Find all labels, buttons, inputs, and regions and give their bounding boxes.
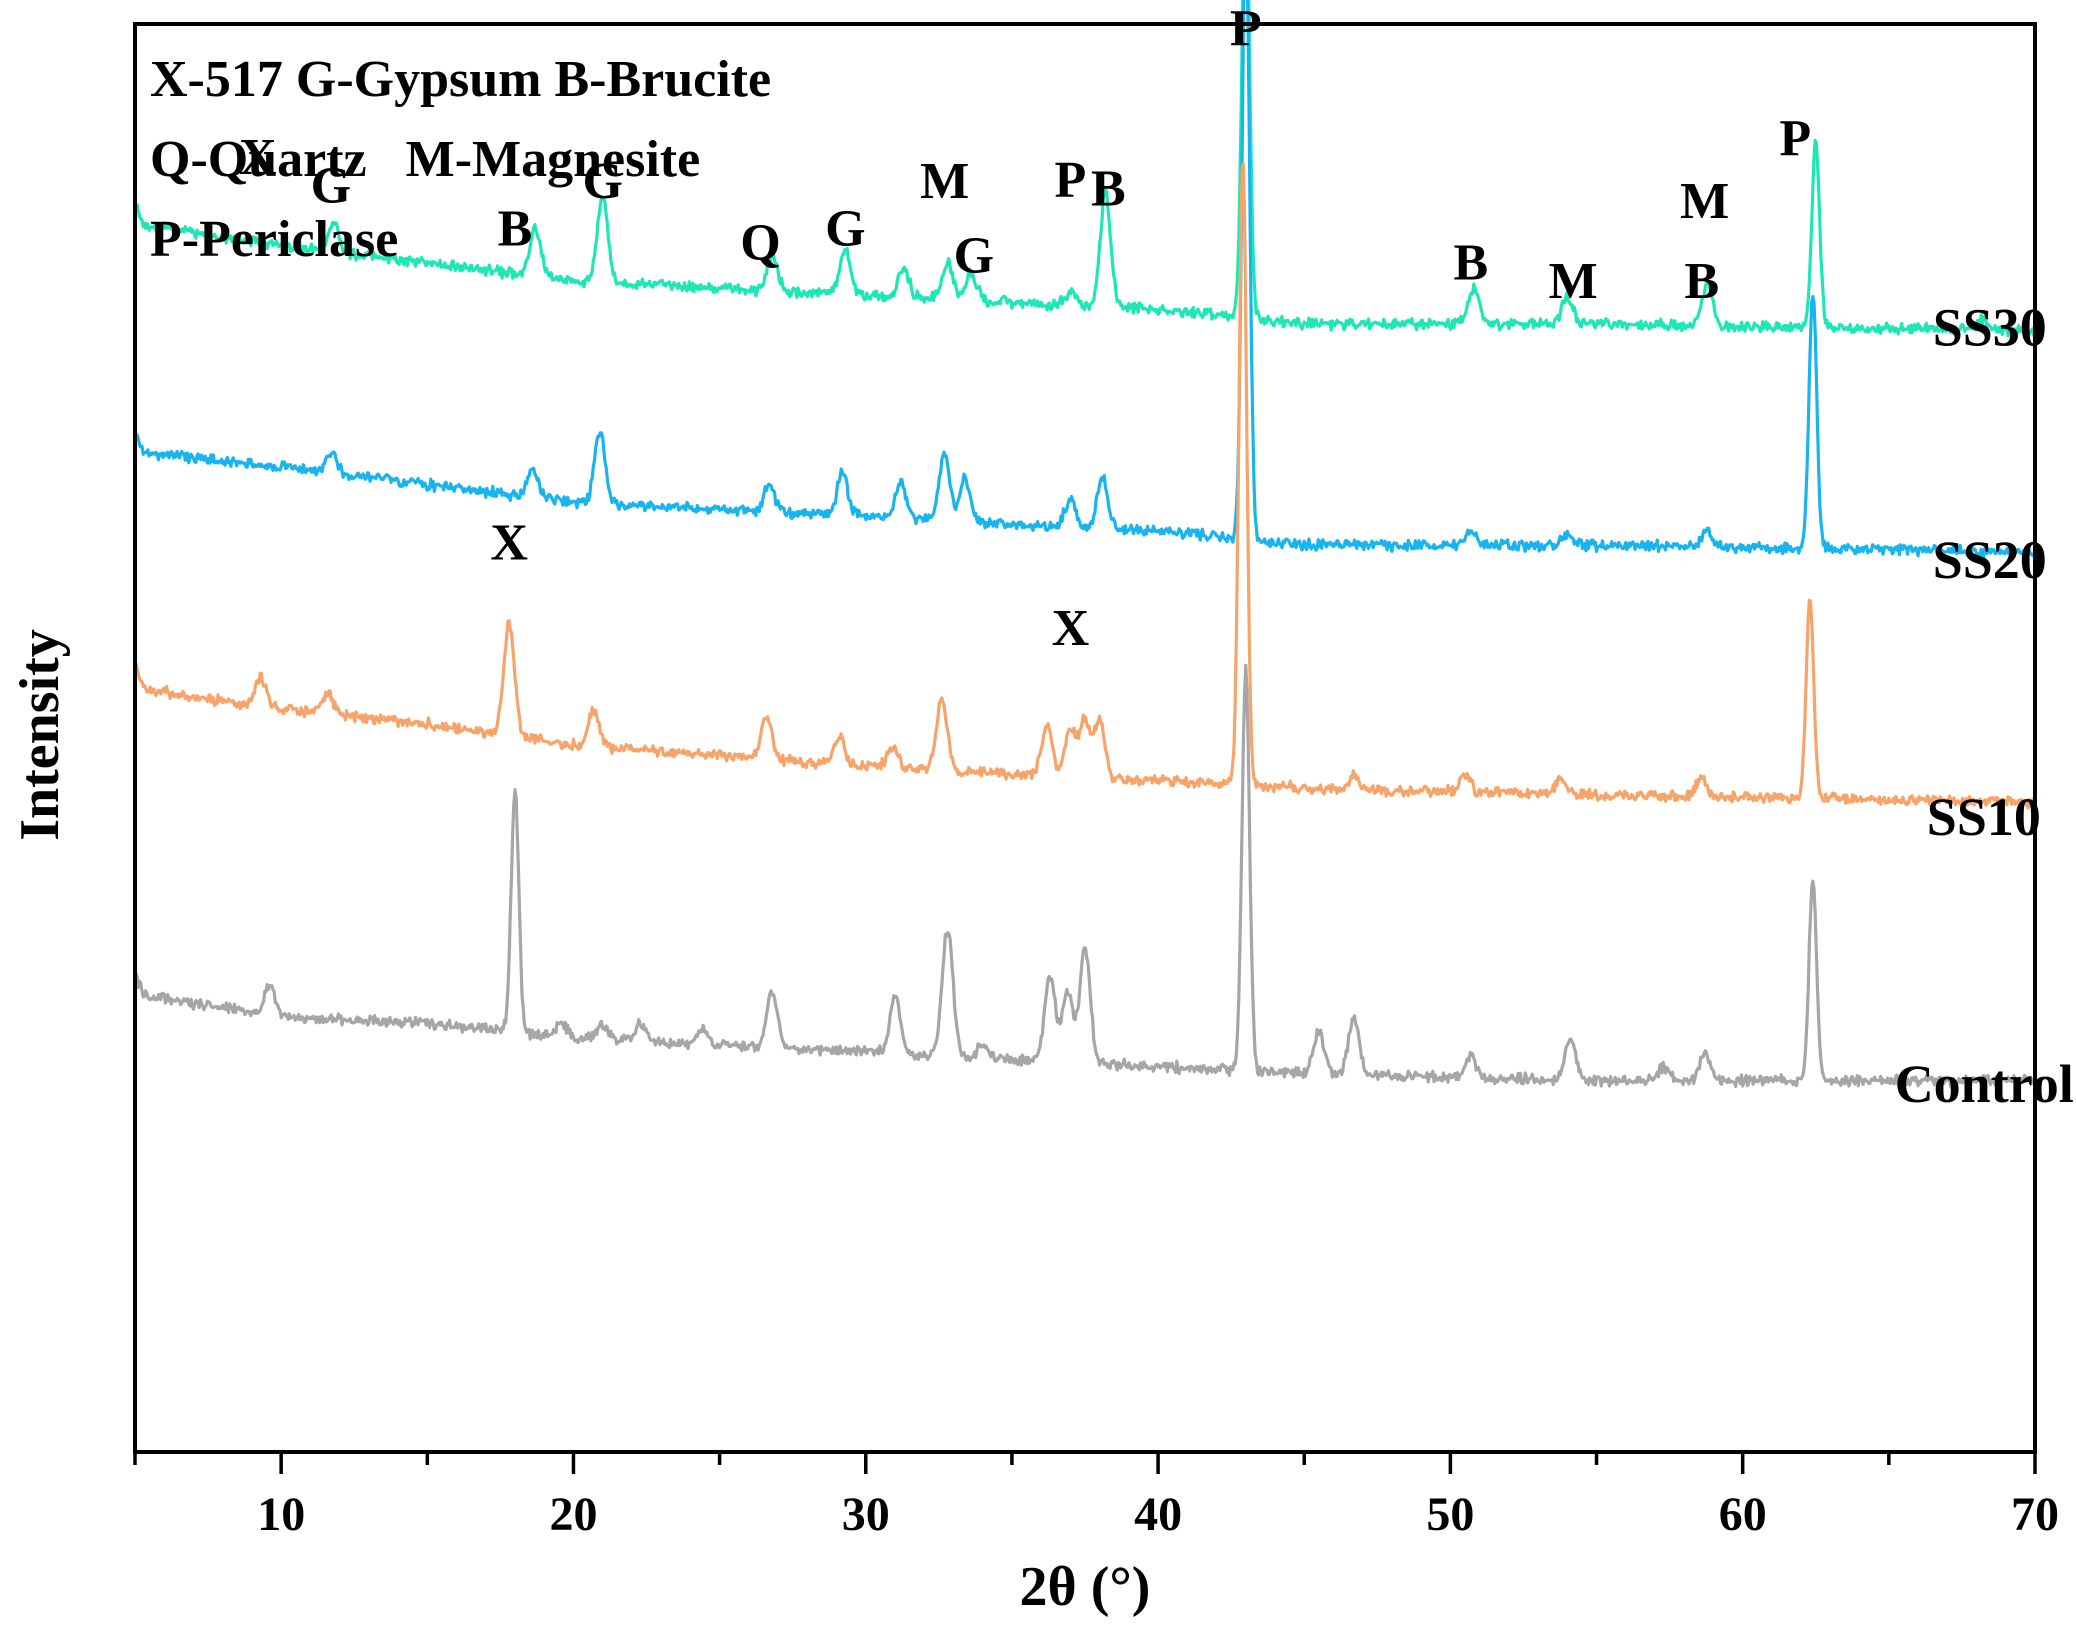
- series-line-ss10: [133, 162, 2037, 810]
- peak-label-b: B: [1091, 160, 1126, 217]
- x-tick-label: 20: [550, 1488, 598, 1541]
- peak-label-m: M: [1549, 253, 1598, 310]
- peak-label-x: X: [1052, 600, 1090, 657]
- peak-label-m: M: [920, 153, 969, 210]
- peak-label-x: X: [239, 129, 277, 186]
- y-axis-label: Intensity: [9, 629, 71, 841]
- plot-frame: [133, 22, 2037, 1454]
- series-label-ss10: SS10: [1927, 787, 2041, 847]
- series-label-ss20: SS20: [1933, 530, 2047, 590]
- legend-line-3: P-Periclase: [150, 211, 398, 268]
- peak-label-b: B: [1453, 235, 1488, 292]
- x-tick-label: 70: [2011, 1488, 2059, 1541]
- x-axis-label: 2θ (°): [1020, 1556, 1151, 1618]
- x-axis: 10 20 30 40 50 60 70: [133, 1452, 2059, 1541]
- peak-label-q: Q: [740, 215, 780, 272]
- x-tick-label: 30: [842, 1488, 890, 1541]
- peak-label-b: B: [1684, 253, 1719, 310]
- legend-line-2: Q-Quartz M-Magnesite: [150, 131, 700, 188]
- peak-label-g: G: [954, 228, 994, 285]
- x-tick-label: 60: [1719, 1488, 1767, 1541]
- peak-label-p: P: [1230, 0, 1262, 57]
- peak-label-b: B: [498, 200, 533, 257]
- peak-label-g: G: [311, 158, 351, 215]
- x-tick-label: 50: [1426, 1488, 1474, 1541]
- peak-label-p: P: [1055, 152, 1087, 209]
- peak-label-m: M: [1680, 173, 1729, 230]
- series-line-ss30: [133, 0, 2037, 338]
- peak-label-g: G: [825, 200, 865, 257]
- x-tick-label: 10: [257, 1488, 305, 1541]
- legend-line-1: X-517 G-Gypsum B-Brucite: [150, 51, 771, 108]
- series-line-control: [133, 663, 2036, 1089]
- series-label-control: Control: [1895, 1054, 2074, 1114]
- plot-lines: [133, 0, 2037, 1089]
- series-line-ss20: [133, 0, 2037, 559]
- peak-label-x: X: [490, 515, 528, 572]
- peak-label-p: P: [1779, 110, 1811, 167]
- peak-label-g: G: [582, 153, 622, 210]
- x-tick-label: 40: [1134, 1488, 1182, 1541]
- series-label-ss30: SS30: [1933, 297, 2047, 357]
